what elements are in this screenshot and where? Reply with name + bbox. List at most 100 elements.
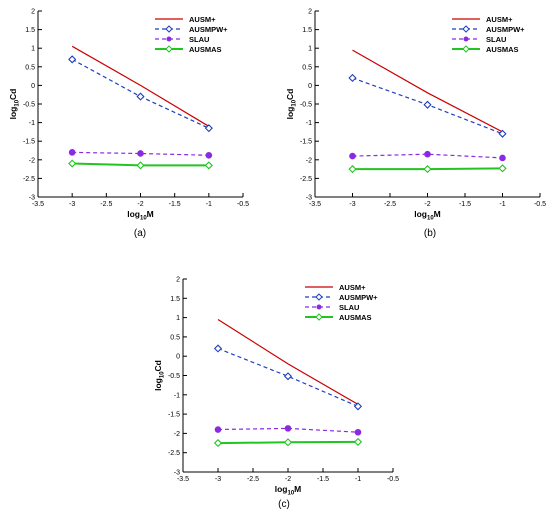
y-tick-label: -2 <box>174 431 180 438</box>
y-tick-label: -2.5 <box>168 450 180 457</box>
x-tick-label: -2 <box>285 476 291 483</box>
x-tick-label: -3.5 <box>309 201 321 208</box>
data-point <box>283 372 293 381</box>
y-tick-label: -1.5 <box>300 139 312 146</box>
y-axis-label-base: log <box>153 378 163 391</box>
legend-label: AUSMAS <box>339 313 372 322</box>
panel-label: (c) <box>278 499 290 510</box>
data-point <box>68 149 76 156</box>
legend-marker <box>166 36 172 42</box>
data-point <box>423 165 432 174</box>
x-axis-label-var: M <box>434 209 441 219</box>
data-point <box>214 426 222 433</box>
data-point <box>423 100 432 109</box>
legend-label: SLAU <box>486 35 506 44</box>
y-tick-label: 0.5 <box>302 64 312 71</box>
y-tick-label: 2 <box>176 277 180 284</box>
data-point <box>498 164 507 173</box>
chart-panel-2: 21.510.50-0.5-1-1.5-2-2.5-3-3.5 -3 -2.5 -2-… <box>285 9 546 240</box>
y-tick-label: -2.5 <box>300 176 312 183</box>
series-line-slau <box>72 151 209 156</box>
y-axis-label: log10Cd <box>153 360 166 391</box>
legend-label: AUSMPW+ <box>339 293 378 302</box>
y-tick-label: 1 <box>308 46 312 53</box>
data-point <box>213 344 223 353</box>
x-tick-label: -1 <box>499 201 505 208</box>
x-axis-label-sub: 10 <box>427 216 434 222</box>
x-tick-label: -1 <box>206 201 212 208</box>
panel-label: (a) <box>134 228 146 239</box>
y-tick-label: 1.5 <box>25 27 35 34</box>
y-tick-label: -2.5 <box>23 176 35 183</box>
y-tick-label: -2 <box>306 157 312 164</box>
legend-marker <box>315 293 323 301</box>
legend-label: AUSM+ <box>339 283 366 292</box>
data-point <box>283 438 293 447</box>
y-tick-label: -1.5 <box>23 139 35 146</box>
y-axis-label-base: log <box>8 107 18 120</box>
data-point <box>136 161 145 170</box>
x-tick-label: -1.5 <box>317 476 329 483</box>
y-tick-label: -1.5 <box>168 412 180 419</box>
data-point <box>348 73 357 83</box>
y-tick-label: -1 <box>174 392 180 399</box>
x-tick-label: -1 <box>355 476 361 483</box>
y-tick-label: 0 <box>176 354 180 361</box>
data-point <box>349 152 356 160</box>
x-tick-label: -2 <box>424 201 430 208</box>
legend-marker <box>316 304 322 310</box>
x-axis-label-sub: 10 <box>287 491 294 497</box>
x-tick-label: -3 <box>215 476 221 483</box>
legend-label: AUSM+ <box>486 15 513 24</box>
legend-label: AUSMAS <box>486 45 519 54</box>
y-axis-label-var: Cd <box>153 360 163 371</box>
y-tick-label: 2 <box>308 9 312 16</box>
legend-marker <box>165 45 173 53</box>
y-tick-label: 0 <box>31 83 35 90</box>
y-axis-label-var: Cd <box>8 89 18 100</box>
legend-marker <box>462 25 470 33</box>
panel-label: (b) <box>424 228 436 239</box>
x-axis-label-base: log <box>414 209 427 219</box>
data-point <box>68 55 77 64</box>
y-tick-label: -1 <box>306 120 312 127</box>
y-tick-label: 0.5 <box>170 334 180 341</box>
y-tick-label: -0.5 <box>168 373 180 380</box>
legend-marker <box>462 45 470 53</box>
legend-marker <box>463 36 469 42</box>
y-tick-label: -3 <box>306 195 312 202</box>
y-axis-label-sub: 10 <box>160 371 166 378</box>
x-axis-label-var: M <box>294 484 301 494</box>
data-point <box>354 428 362 436</box>
y-axis-label-var: Cd <box>285 89 295 100</box>
x-tick-label: -3 <box>69 201 75 208</box>
x-tick-label: -3 <box>349 201 355 208</box>
x-tick-label: -3.5 <box>177 476 189 483</box>
data-point <box>284 425 292 432</box>
y-tick-label: -1 <box>29 120 35 127</box>
data-point <box>205 152 213 159</box>
legend-marker <box>165 25 173 33</box>
legend-label: AUSMPW+ <box>189 25 228 34</box>
data-point <box>204 124 213 133</box>
data-point <box>499 154 506 162</box>
x-tick-label: -0.5 <box>237 201 249 208</box>
x-tick-label: -3.5 <box>32 201 44 208</box>
x-axis-label-var: M <box>147 209 154 219</box>
x-tick-label: -0.5 <box>534 201 546 208</box>
y-tick-label: 0.5 <box>25 64 35 71</box>
x-tick-label: -2.5 <box>100 201 112 208</box>
series-line-ausmplus <box>217 318 359 405</box>
x-tick-label: -1.5 <box>459 201 471 208</box>
legend-label: AUSMAS <box>189 45 222 54</box>
y-axis-label-base: log <box>285 107 295 120</box>
y-tick-label: 1 <box>31 46 35 53</box>
y-tick-label: 1 <box>176 315 180 322</box>
legend-label: SLAU <box>339 303 359 312</box>
legend-label: AUSM+ <box>189 15 216 24</box>
x-axis-label: log10M <box>414 209 441 222</box>
data-point <box>353 437 363 446</box>
y-tick-label: -0.5 <box>23 102 35 109</box>
y-tick-label: 1.5 <box>302 27 312 34</box>
series-line-ausmplus <box>352 49 503 133</box>
